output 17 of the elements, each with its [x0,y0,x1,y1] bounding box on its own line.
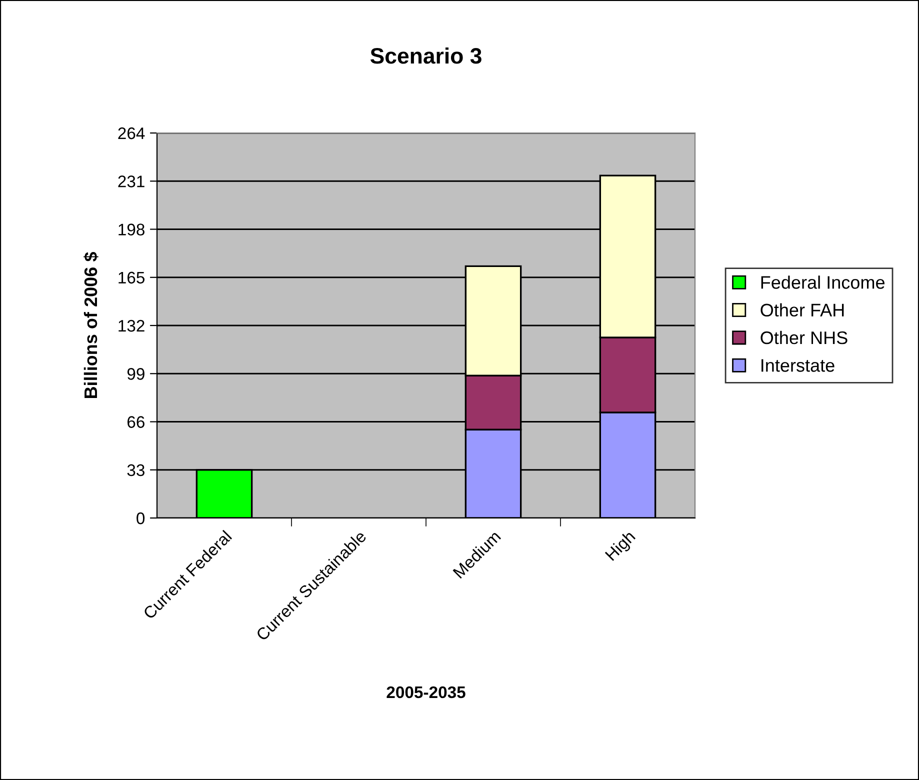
y-tick-label: 99 [127,368,144,380]
y-tick-label: 0 [136,512,145,524]
x-tick-label: High [604,530,638,564]
y-tick-label: 165 [118,272,144,284]
legend-label: Federal Income [761,276,884,289]
y-tick-label: 132 [118,320,144,332]
y-tick-label: 66 [128,416,144,428]
legend-label: Other FAH [760,303,844,317]
x-axis-title: 2005-2035 [386,686,466,698]
legend-label: Other NHS [760,330,848,344]
legend-label: Interstate [762,359,834,372]
y-axis-title: Billions of 2006 $ [84,252,98,398]
y-tick-label: 33 [127,464,144,476]
y-tick-label: 198 [118,224,144,236]
y-tick-label: 231 [118,176,144,188]
y-tick-label: 264 [118,127,145,140]
chart-title: Scenario 3 [370,47,482,64]
